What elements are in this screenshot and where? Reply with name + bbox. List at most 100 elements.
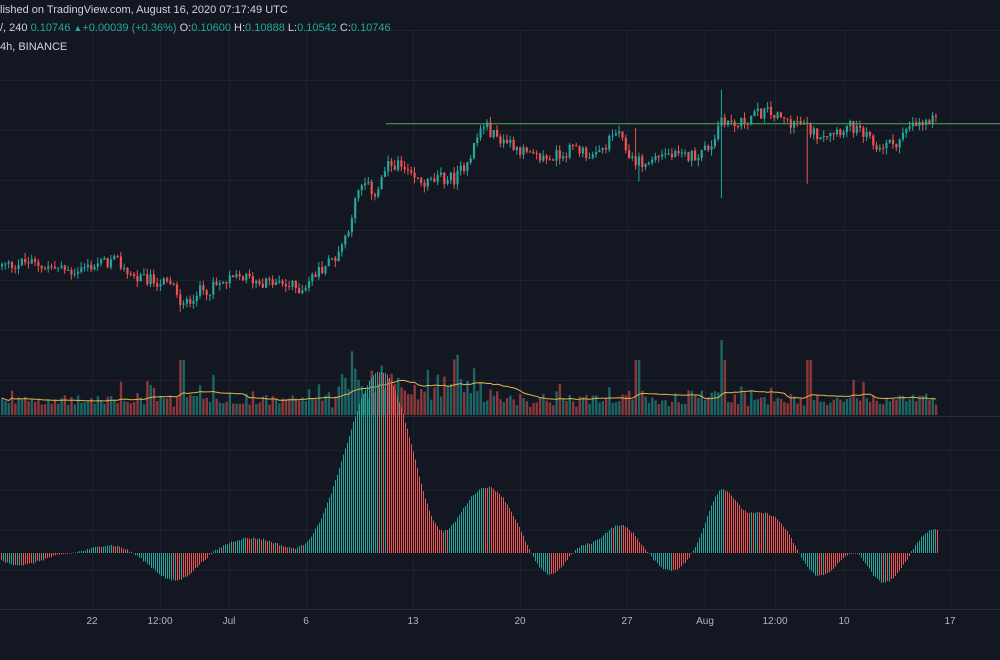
macd-bar — [71, 553, 72, 554]
candle-body — [119, 256, 122, 269]
volume-bar — [529, 406, 532, 415]
macd-bar — [847, 553, 848, 556]
candle-body — [261, 283, 264, 288]
candle-body — [456, 170, 459, 185]
candle-body — [133, 274, 136, 277]
macd-bar — [195, 553, 196, 568]
macd-bar — [435, 523, 436, 553]
volume-bar — [713, 391, 717, 415]
candle-body — [793, 120, 796, 128]
close-value: 0.10746 — [350, 22, 391, 34]
macd-bar — [791, 538, 792, 553]
macd-bar — [215, 550, 216, 553]
volume-bar — [4, 400, 7, 415]
macd-bar — [625, 526, 626, 553]
candle-body — [898, 139, 901, 148]
macd-bar — [229, 543, 230, 553]
volume-bar — [578, 396, 581, 415]
macd-bar — [571, 553, 572, 555]
macd-bar — [827, 553, 828, 573]
volume-bar — [34, 402, 37, 415]
time-axis-label: 12:00 — [147, 616, 172, 627]
macd-bar — [101, 547, 102, 553]
volume-bar — [862, 381, 865, 415]
volume-bar — [208, 401, 212, 415]
macd-bar — [293, 547, 294, 553]
macd-bar — [97, 546, 98, 553]
volume-bar — [750, 390, 753, 415]
candle-body — [766, 107, 769, 109]
candle-body — [519, 147, 522, 155]
volume-bar — [793, 396, 796, 415]
macd-bar — [15, 553, 16, 566]
macd-bar — [287, 547, 288, 553]
macd-bar — [577, 548, 578, 553]
volume-bar — [928, 400, 931, 415]
volume-bar — [654, 400, 657, 415]
candle-body — [321, 266, 324, 274]
macd-bar — [119, 546, 120, 553]
volume-bar — [703, 399, 707, 415]
candle-body — [377, 189, 380, 197]
volume-bar — [86, 401, 90, 415]
macd-bar — [295, 548, 296, 553]
macd-bar — [73, 552, 74, 553]
candle-body — [364, 183, 367, 186]
macd-bar — [833, 553, 834, 569]
volume-bar — [789, 394, 793, 415]
macd-bar — [199, 553, 200, 565]
macd-bar — [399, 402, 400, 553]
macd-bar — [737, 502, 738, 553]
macd-bar — [817, 553, 818, 577]
macd-bar — [743, 509, 744, 553]
volume-bar — [129, 403, 133, 415]
volume-bar — [525, 401, 529, 415]
macd-bar — [13, 553, 14, 566]
candle-body — [604, 147, 608, 150]
macd-bar — [171, 553, 172, 581]
volume-bar — [621, 394, 624, 415]
volume-bar — [618, 401, 621, 415]
volume-bar — [667, 406, 670, 415]
macd-bar — [475, 493, 476, 553]
macd-bar — [829, 553, 830, 573]
exchange-line: 4h, BINANCE — [0, 41, 67, 53]
volume-bar — [175, 397, 179, 415]
macd-bar — [207, 553, 208, 559]
candle-body — [76, 271, 80, 274]
macd-bar — [767, 512, 768, 553]
macd-bar — [501, 496, 502, 553]
candle-body — [581, 147, 584, 154]
macd-bar — [43, 553, 44, 561]
macd-bar — [713, 501, 714, 553]
candle-body — [162, 278, 165, 285]
macd-bar — [635, 536, 636, 553]
candle-body — [383, 171, 386, 178]
macd-bar — [623, 525, 624, 553]
macd-bar — [281, 545, 282, 553]
candle-body — [116, 256, 119, 258]
candle-body — [624, 137, 627, 151]
macd-bar — [429, 510, 430, 553]
candle-body — [634, 156, 637, 166]
volume-bar — [248, 404, 251, 415]
time-axis-label: 20 — [514, 616, 526, 627]
macd-bar — [659, 553, 660, 567]
macd-bar — [627, 527, 628, 553]
macd-bar — [693, 550, 694, 553]
macd-bar — [499, 493, 500, 553]
macd-bar — [925, 533, 926, 553]
macd-bar — [183, 553, 184, 578]
macd-bar — [1, 553, 2, 561]
macd-bar — [179, 553, 180, 580]
volume-bar — [690, 390, 694, 415]
volume-bar — [875, 400, 878, 415]
candle-body — [756, 108, 759, 112]
macd-bar — [111, 544, 112, 553]
macd-bar — [729, 492, 730, 553]
volume-bar — [931, 397, 934, 415]
macd-bar — [193, 553, 194, 571]
candle-body — [637, 156, 641, 166]
macd-bar — [135, 553, 136, 556]
